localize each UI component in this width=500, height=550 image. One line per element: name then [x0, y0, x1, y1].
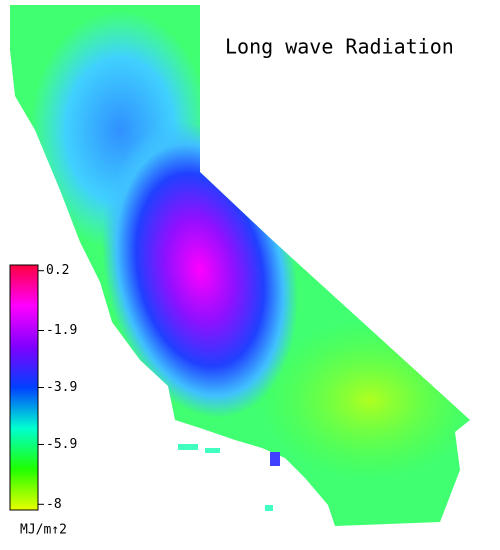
colorbar-tick-label: -1.9: [46, 323, 77, 338]
colorbar-tick-label: -3.9: [46, 380, 77, 395]
colorbar: [9, 264, 39, 511]
colorbar-label: MJ/m↑2: [20, 523, 67, 538]
colorbar-tick-label: -8: [46, 497, 62, 512]
islands: [178, 444, 280, 511]
map-title: Long wave Radiation: [225, 35, 454, 59]
colorbar-tick-label: -5.9: [46, 437, 77, 452]
colorbar-tick-label: 0.2: [46, 263, 69, 278]
